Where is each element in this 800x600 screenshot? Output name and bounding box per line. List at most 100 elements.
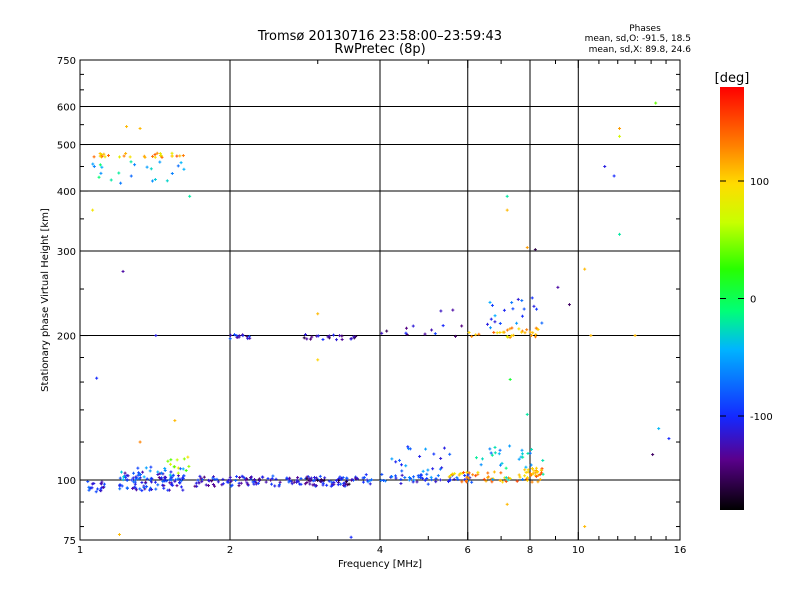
data-point	[400, 469, 404, 473]
data-point	[525, 476, 529, 480]
data-point	[166, 459, 170, 463]
data-point	[495, 331, 499, 335]
data-point	[235, 334, 239, 338]
data-point	[92, 165, 96, 169]
data-point	[521, 477, 525, 481]
data-point	[321, 481, 325, 485]
data-point	[270, 477, 274, 481]
data-point	[534, 466, 538, 470]
data-point	[133, 485, 137, 489]
data-point	[119, 181, 123, 185]
data-point	[528, 451, 532, 455]
data-point	[467, 476, 471, 480]
data-point	[308, 482, 312, 486]
data-point	[287, 480, 291, 484]
data-point	[194, 481, 198, 485]
data-point	[171, 473, 175, 477]
data-point	[90, 486, 94, 490]
data-point	[366, 480, 370, 484]
data-point	[130, 478, 134, 482]
chart-subtitle: RwPretec (8p)	[334, 42, 425, 57]
data-point	[498, 330, 502, 334]
colorbar-tick-label: 100	[750, 177, 769, 188]
data-point	[120, 470, 124, 474]
data-point	[465, 475, 469, 479]
data-point	[327, 479, 331, 483]
y-tick-label: 75	[63, 536, 76, 547]
data-point	[526, 468, 530, 472]
data-point	[200, 480, 204, 484]
data-point	[412, 478, 416, 482]
data-point	[132, 471, 136, 475]
data-point	[476, 470, 480, 474]
data-point	[523, 468, 527, 472]
data-point	[505, 502, 509, 506]
data-point	[504, 476, 508, 480]
x-tick-label: 1	[77, 545, 83, 556]
data-point	[154, 334, 158, 338]
data-point	[316, 312, 320, 316]
data-point	[539, 468, 543, 472]
data-point	[229, 333, 233, 337]
data-point	[322, 478, 326, 482]
data-point	[528, 330, 532, 334]
data-point	[436, 474, 440, 478]
data-point	[230, 483, 234, 487]
data-point	[365, 478, 369, 482]
data-point	[285, 477, 289, 481]
data-point	[633, 334, 637, 338]
data-point	[404, 326, 408, 330]
data-point	[197, 481, 201, 485]
data-point	[181, 467, 185, 471]
data-point	[302, 336, 306, 340]
colorbar-ticks: 100 0 -100	[720, 177, 773, 423]
data-point	[368, 478, 372, 482]
data-point	[486, 476, 490, 480]
data-point	[221, 477, 225, 481]
data-point	[277, 484, 281, 488]
x-axis-label: Frequency [MHz]	[338, 559, 422, 570]
data-point	[433, 332, 437, 336]
data-point	[159, 154, 163, 158]
data-point	[145, 485, 149, 489]
data-point	[404, 464, 408, 468]
data-point	[131, 486, 135, 490]
data-point	[318, 479, 322, 483]
x-tick-label: 6	[465, 545, 471, 556]
data-point	[168, 481, 172, 485]
data-point	[138, 487, 142, 491]
data-point	[500, 461, 504, 465]
data-point	[603, 164, 607, 168]
data-point	[342, 481, 346, 485]
data-point	[480, 457, 484, 461]
data-point	[170, 154, 174, 158]
data-point	[490, 303, 494, 307]
data-point	[211, 476, 215, 480]
data-point	[510, 301, 514, 305]
data-point	[91, 208, 95, 212]
data-point	[504, 466, 508, 470]
data-point	[188, 194, 192, 198]
data-point	[488, 300, 492, 304]
data-point	[511, 307, 515, 311]
data-point	[176, 474, 180, 478]
data-point	[90, 482, 94, 486]
data-point	[404, 331, 408, 335]
data-point	[179, 479, 183, 483]
data-point	[618, 134, 622, 138]
data-point	[150, 179, 154, 183]
data-point	[498, 448, 502, 452]
data-point	[143, 155, 147, 159]
data-point	[442, 446, 446, 450]
data-point	[309, 337, 313, 341]
chart-title: Tromsø 20130716 23:58:00–23:59:43	[257, 29, 502, 44]
data-point	[257, 479, 261, 483]
data-point	[529, 463, 533, 467]
data-point	[460, 480, 464, 484]
data-point	[508, 327, 512, 331]
data-point	[170, 172, 174, 176]
data-point	[150, 488, 154, 492]
data-point	[534, 326, 538, 330]
data-point	[182, 474, 186, 478]
data-point	[199, 476, 203, 480]
